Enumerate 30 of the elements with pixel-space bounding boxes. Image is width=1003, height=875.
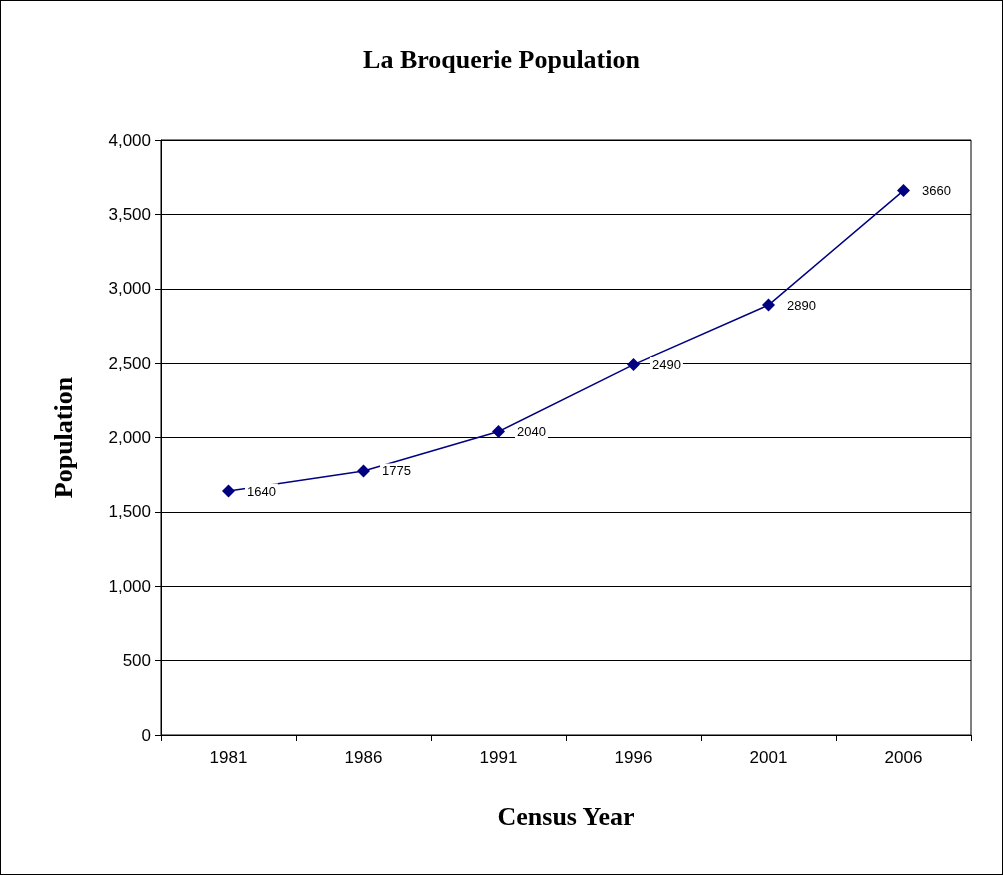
- y-tick-label: 1,000: [108, 576, 151, 596]
- x-tick-label: 2001: [749, 748, 788, 767]
- x-tick-label: 1981: [209, 748, 248, 767]
- y-tick-label: 2,000: [108, 428, 151, 447]
- point: [762, 298, 775, 312]
- y-tick-label: 4,000: [108, 130, 151, 150]
- y-tick-label: 1,500: [108, 502, 151, 522]
- point: [897, 184, 910, 198]
- data-label: 2890: [787, 297, 816, 313]
- y-tick-label: 500: [122, 651, 151, 671]
- data-label: 2490: [652, 357, 681, 373]
- y-tick-label: 0: [141, 725, 151, 745]
- y-tick-label: 3,500: [108, 204, 151, 224]
- x-tick-label: 1991: [479, 748, 518, 767]
- x-tick-label: 2006: [884, 748, 923, 767]
- data-label: 1775: [382, 463, 411, 479]
- data-label: 3660: [922, 183, 951, 199]
- x-axis-title: Census Year: [497, 801, 635, 831]
- point: [627, 358, 640, 372]
- chart-title: La Broquerie Population: [363, 44, 641, 74]
- point: [222, 484, 235, 498]
- y-axis-title: Population: [48, 376, 78, 499]
- y-tick-label: 3,000: [108, 279, 151, 299]
- point: [357, 464, 370, 478]
- data-label: 2040: [517, 424, 546, 440]
- data-label: 1640: [247, 483, 276, 499]
- point: [492, 425, 505, 439]
- x-tick-label: 1986: [344, 748, 383, 767]
- x-tick-label: 1996: [614, 748, 653, 767]
- y-tick-label: 2,500: [108, 353, 151, 373]
